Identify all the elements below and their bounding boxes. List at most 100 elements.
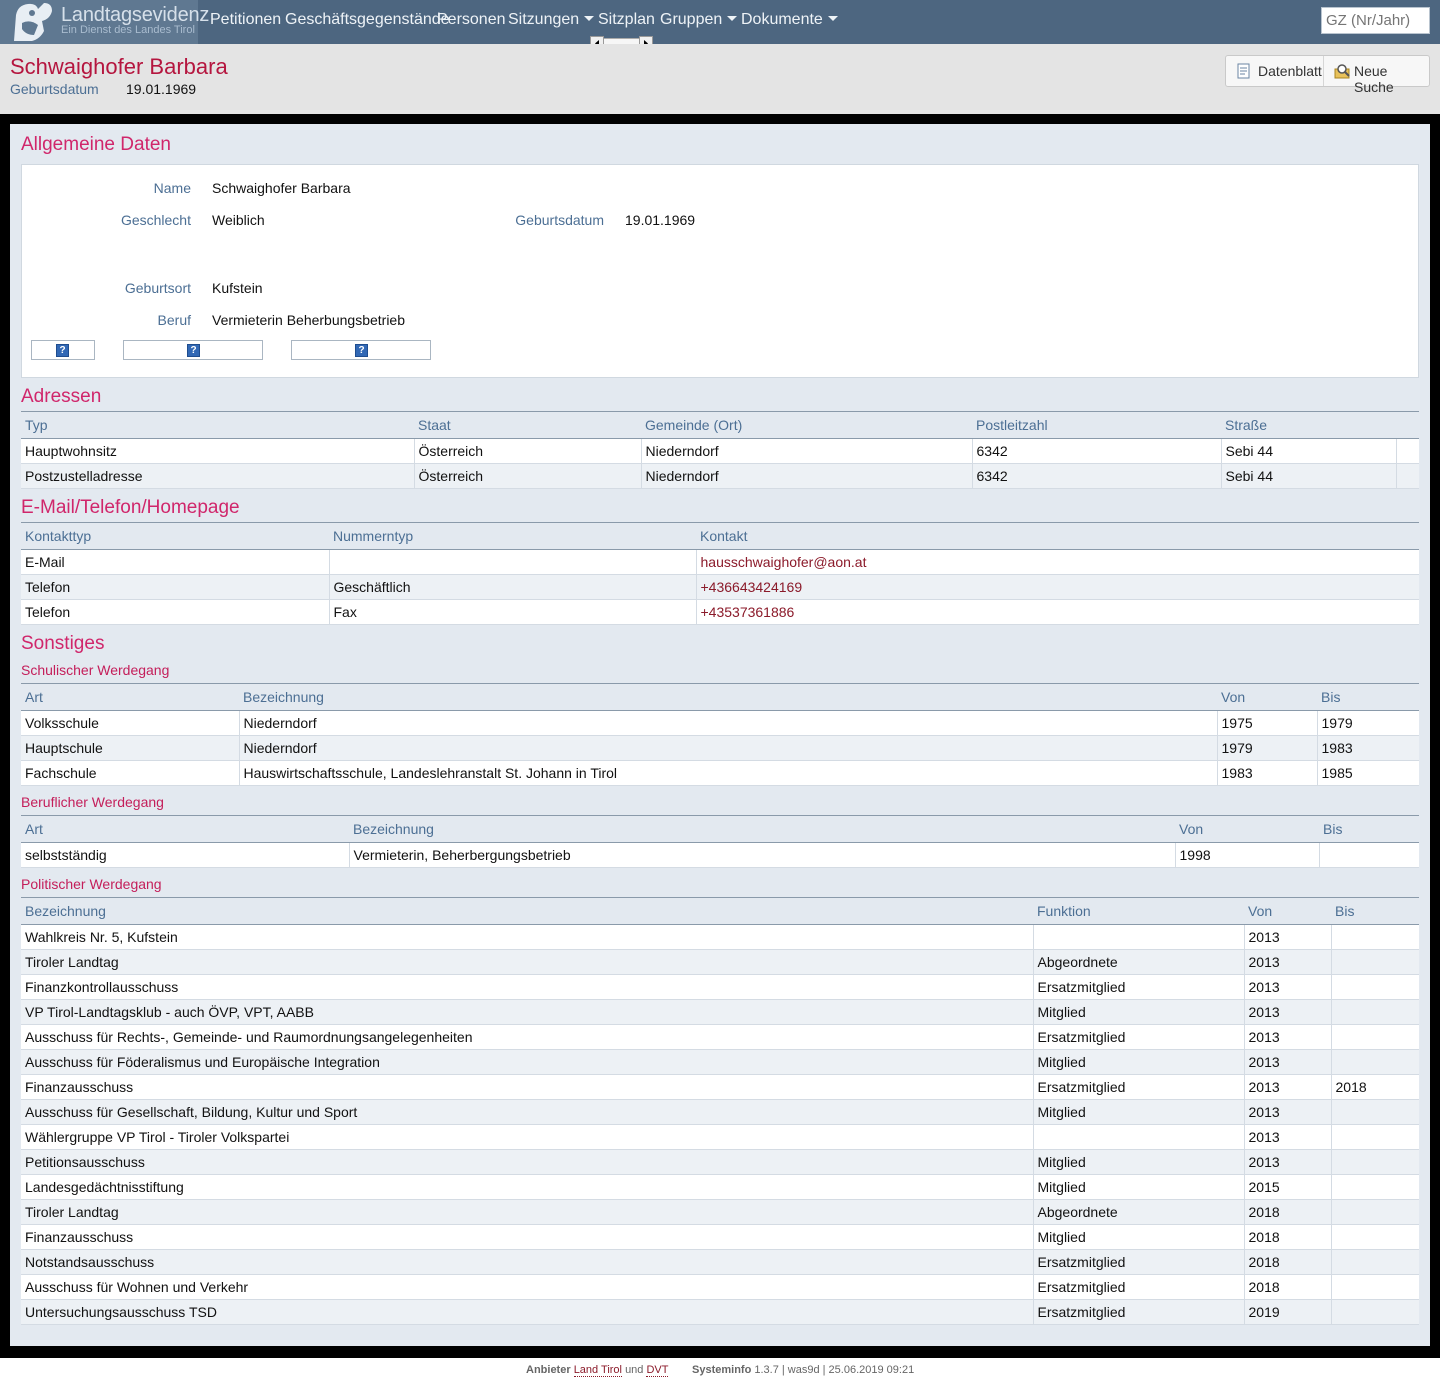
help-field-3[interactable]: ? bbox=[291, 340, 431, 360]
land-tirol-link[interactable]: Land Tirol bbox=[573, 1364, 622, 1377]
table-cell: Mitglied bbox=[1033, 1224, 1245, 1250]
help-field-2[interactable]: ? bbox=[123, 340, 263, 360]
table-cell: 2018 bbox=[1244, 1224, 1332, 1250]
section-title-addresses: Adressen bbox=[21, 386, 102, 407]
person-header: Schwaighofer Barbara Geburtsdatum 19.01.… bbox=[0, 44, 1440, 114]
table-cell: Volksschule bbox=[21, 710, 240, 736]
table-cell bbox=[1396, 463, 1419, 489]
table-cell: 1975 bbox=[1217, 710, 1318, 736]
column-header[interactable]: Straße bbox=[1221, 411, 1396, 439]
nav-dokumente-dropdown[interactable]: Dokumente bbox=[741, 11, 838, 29]
email-link[interactable]: hausschwaighofer@aon.at bbox=[700, 554, 867, 570]
column-header[interactable]: Art bbox=[21, 815, 349, 843]
table-cell: +43537361886 bbox=[696, 599, 1419, 625]
column-header[interactable]: Gemeinde (Ort) bbox=[641, 411, 972, 439]
table-cell: Telefon bbox=[21, 599, 330, 625]
gz-search-input[interactable] bbox=[1321, 7, 1430, 34]
table-cell bbox=[1331, 1299, 1419, 1325]
help-icon[interactable]: ? bbox=[56, 344, 69, 357]
column-header[interactable]: Funktion bbox=[1033, 897, 1244, 925]
table-cell: hausschwaighofer@aon.at bbox=[696, 549, 1419, 575]
table-cell: 6342 bbox=[972, 438, 1222, 464]
table-cell: 1983 bbox=[1317, 735, 1419, 761]
column-header-spacer bbox=[1396, 411, 1419, 439]
column-header[interactable]: Postleitzahl bbox=[972, 411, 1221, 439]
document-icon bbox=[1237, 63, 1250, 79]
nav-sitzungen-dropdown[interactable]: Sitzungen bbox=[508, 11, 595, 29]
column-header[interactable]: Nummerntyp bbox=[329, 522, 696, 550]
table-cell: E-Mail bbox=[21, 549, 330, 575]
nav-sitzplan[interactable]: Sitzplan bbox=[598, 11, 655, 29]
column-header[interactable]: Kontakttyp bbox=[21, 522, 329, 550]
job-label: Beruf bbox=[157, 312, 191, 328]
birthplace-value: Kufstein bbox=[212, 280, 263, 296]
help-icon[interactable]: ? bbox=[187, 344, 200, 357]
column-header[interactable]: Bis bbox=[1331, 897, 1419, 925]
table-cell bbox=[1331, 999, 1419, 1025]
datenblatt-button[interactable]: Datenblatt bbox=[1226, 56, 1324, 86]
column-header[interactable]: Kontakt bbox=[696, 522, 1419, 550]
table-row: Volksschule Niederndorf 1975 1979 bbox=[21, 710, 1419, 736]
app-logo[interactable]: Landtagsevidenz Ein Dienst des Landes Ti… bbox=[0, 0, 209, 44]
table-cell: 2019 bbox=[1244, 1299, 1332, 1325]
addresses-table: Typ Staat Gemeinde (Ort) Postleitzahl St… bbox=[21, 411, 1419, 489]
column-header[interactable]: Von bbox=[1244, 897, 1331, 925]
provider-label: Anbieter bbox=[526, 1364, 571, 1376]
nav-petitionen[interactable]: Petitionen bbox=[210, 11, 281, 29]
table-cell: 2018 bbox=[1331, 1074, 1419, 1100]
nav-geschaeftsgegenstaende[interactable]: Geschäftsgegenstände bbox=[285, 11, 450, 29]
phone-link[interactable]: +436643424169 bbox=[700, 579, 803, 595]
table-cell: selbstständig bbox=[21, 842, 350, 868]
column-header[interactable]: Von bbox=[1175, 815, 1319, 843]
table-cell: Mitglied bbox=[1033, 999, 1245, 1025]
table-cell: Ersatzmitglied bbox=[1033, 1249, 1245, 1275]
table-cell: Abgeordnete bbox=[1033, 1199, 1245, 1225]
table-cell: Ersatzmitglied bbox=[1033, 1074, 1245, 1100]
name-label: Name bbox=[153, 180, 191, 196]
column-header[interactable]: Art bbox=[21, 683, 239, 711]
nav-personen[interactable]: Personen bbox=[437, 11, 506, 29]
table-cell: Untersuchungsausschuss TSD bbox=[21, 1299, 1034, 1325]
table-cell: 2013 bbox=[1244, 1074, 1332, 1100]
app-subtitle: Ein Dienst des Landes Tirol bbox=[61, 24, 195, 36]
table-row: Hauptwohnsitz Österreich Niederndorf 634… bbox=[21, 438, 1419, 464]
table-cell: 2018 bbox=[1244, 1274, 1332, 1300]
birthdate-field-label: Geburtsdatum bbox=[515, 212, 604, 228]
column-header[interactable]: Von bbox=[1217, 683, 1317, 711]
table-row: VP Tirol-Landtagsklub - auch ÖVP, VPT, A… bbox=[21, 999, 1419, 1025]
column-header[interactable]: Bis bbox=[1319, 815, 1419, 843]
table-row: Telefon Fax +43537361886 bbox=[21, 599, 1419, 625]
table-cell bbox=[1331, 1174, 1419, 1200]
column-header[interactable]: Typ bbox=[21, 411, 414, 439]
column-header[interactable]: Bis bbox=[1317, 683, 1419, 711]
neue-suche-label: Neue Suche bbox=[1354, 63, 1394, 95]
table-row: Finanzausschuss Mitglied 2018 bbox=[21, 1224, 1419, 1250]
table-row: Ausschuss für Föderalismus und Europäisc… bbox=[21, 1049, 1419, 1075]
help-icon[interactable]: ? bbox=[355, 344, 368, 357]
column-header[interactable]: Bezeichnung bbox=[349, 815, 1175, 843]
table-row: E-Mail hausschwaighofer@aon.at bbox=[21, 549, 1419, 575]
table-cell: 2018 bbox=[1244, 1199, 1332, 1225]
table-cell: Postzustelladresse bbox=[21, 463, 415, 489]
dvt-link[interactable]: DVT bbox=[646, 1364, 669, 1377]
contact-table: Kontakttyp Nummerntyp Kontakt E-Mail hau… bbox=[21, 522, 1419, 625]
column-header[interactable]: Staat bbox=[414, 411, 641, 439]
nav-gruppen-dropdown[interactable]: Gruppen bbox=[660, 11, 738, 29]
table-cell: Ersatzmitglied bbox=[1033, 1299, 1245, 1325]
column-header[interactable]: Bezeichnung bbox=[21, 897, 1033, 925]
table-cell: 2013 bbox=[1244, 1149, 1332, 1175]
neue-suche-button[interactable]: Neue Suche bbox=[1324, 56, 1429, 95]
help-field-1[interactable]: ? bbox=[31, 340, 95, 360]
table-cell: 1998 bbox=[1175, 842, 1320, 868]
table-cell: Notstandsausschuss bbox=[21, 1249, 1034, 1275]
table-cell: 1983 bbox=[1217, 760, 1318, 786]
table-row: Ausschuss für Gesellschaft, Bildung, Kul… bbox=[21, 1099, 1419, 1125]
table-cell: VP Tirol-Landtagsklub - auch ÖVP, VPT, A… bbox=[21, 999, 1034, 1025]
table-cell bbox=[1331, 1049, 1419, 1075]
fax-link[interactable]: +43537361886 bbox=[700, 604, 795, 620]
column-header[interactable]: Bezeichnung bbox=[239, 683, 1217, 711]
table-cell: Wählergruppe VP Tirol - Tiroler Volkspar… bbox=[21, 1124, 1034, 1150]
table-cell: 2015 bbox=[1244, 1174, 1332, 1200]
table-header-row: Art Bezeichnung Von Bis bbox=[21, 815, 1419, 843]
table-header-row: Bezeichnung Funktion Von Bis bbox=[21, 897, 1419, 925]
